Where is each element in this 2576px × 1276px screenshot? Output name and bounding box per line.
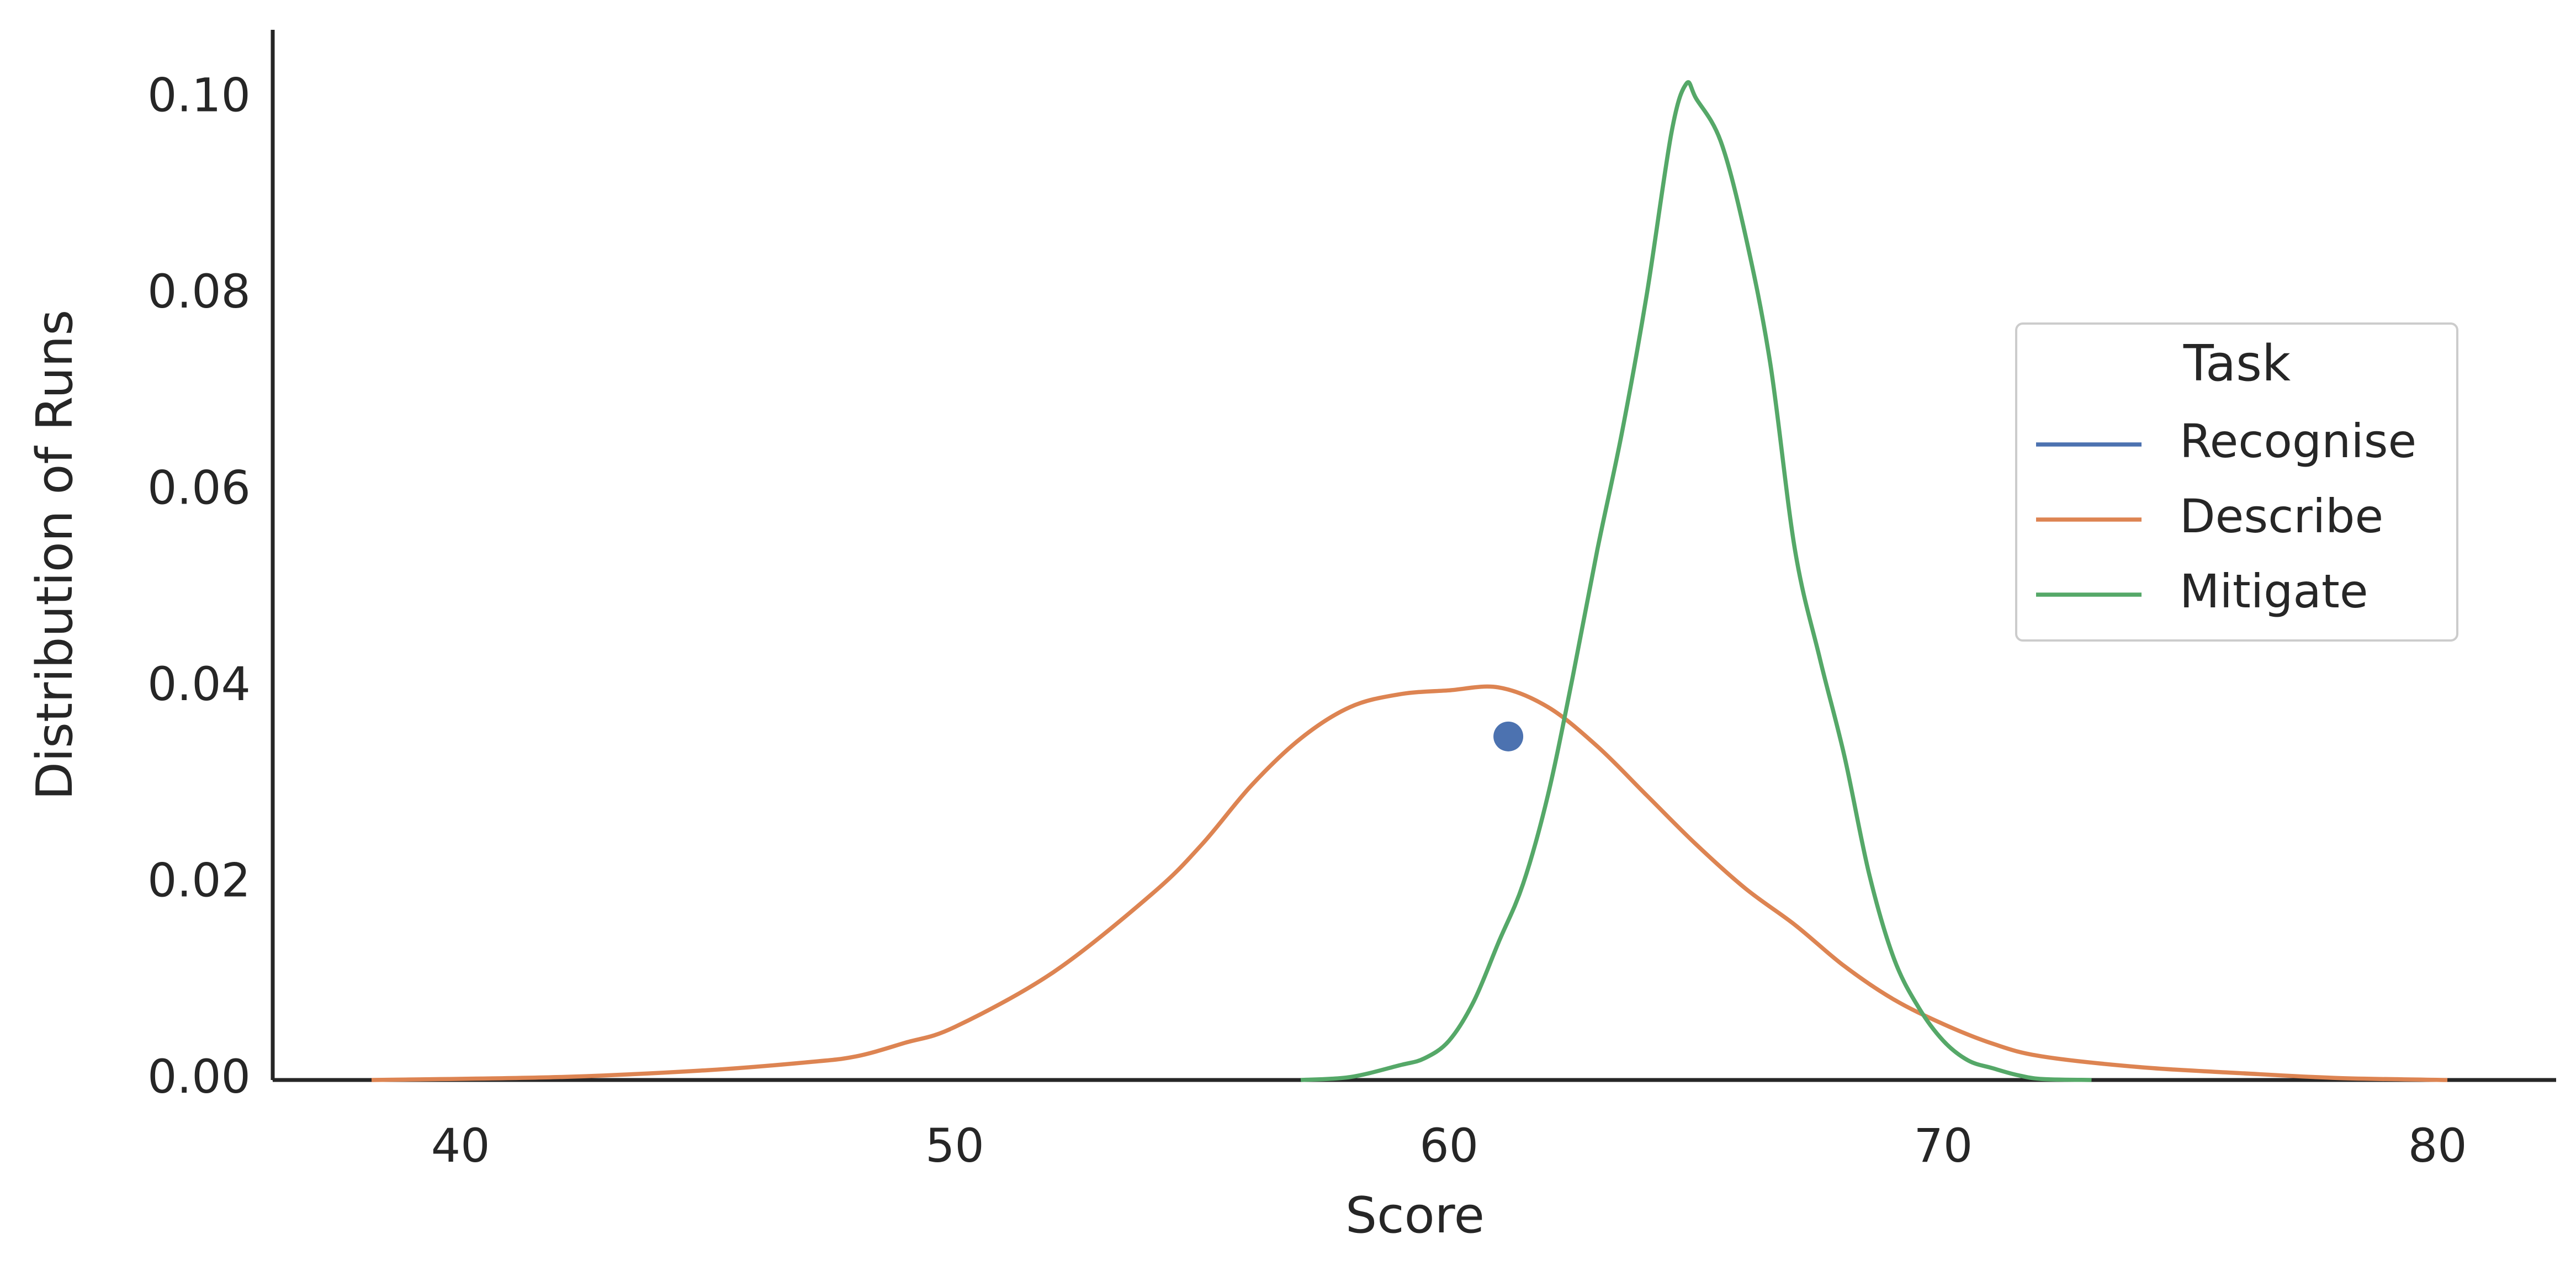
y-tick-label: 0.10 <box>147 68 251 122</box>
y-axis-label: Distribution of Runs <box>26 310 84 801</box>
y-tick-label: 0.06 <box>147 460 251 515</box>
legend: Task Recognise Describe Mitigate <box>2015 322 2458 642</box>
density-line <box>371 684 2448 1082</box>
x-tick-label: 70 <box>1914 1119 1973 1173</box>
legend-label: Recognise <box>2180 414 2416 468</box>
legend-box <box>2015 322 2458 642</box>
y-tick-label: 0.02 <box>147 853 251 907</box>
y-tick-label: 0.00 <box>147 1050 251 1104</box>
x-axis-label: Score <box>1345 1187 1485 1245</box>
y-tick-label: 0.08 <box>147 264 251 319</box>
x-tick-label: 80 <box>2408 1119 2467 1173</box>
legend-title: Task <box>2183 335 2291 393</box>
density-line <box>1300 80 2092 1082</box>
data-point <box>1493 721 1524 751</box>
x-tick-label: 60 <box>1419 1119 1478 1173</box>
y-tick-label: 0.04 <box>147 657 251 711</box>
legend-label: Describe <box>2180 489 2383 543</box>
x-tick-label: 50 <box>925 1119 984 1173</box>
x-tick-label: 40 <box>431 1119 490 1173</box>
legend-label: Mitigate <box>2180 564 2368 618</box>
